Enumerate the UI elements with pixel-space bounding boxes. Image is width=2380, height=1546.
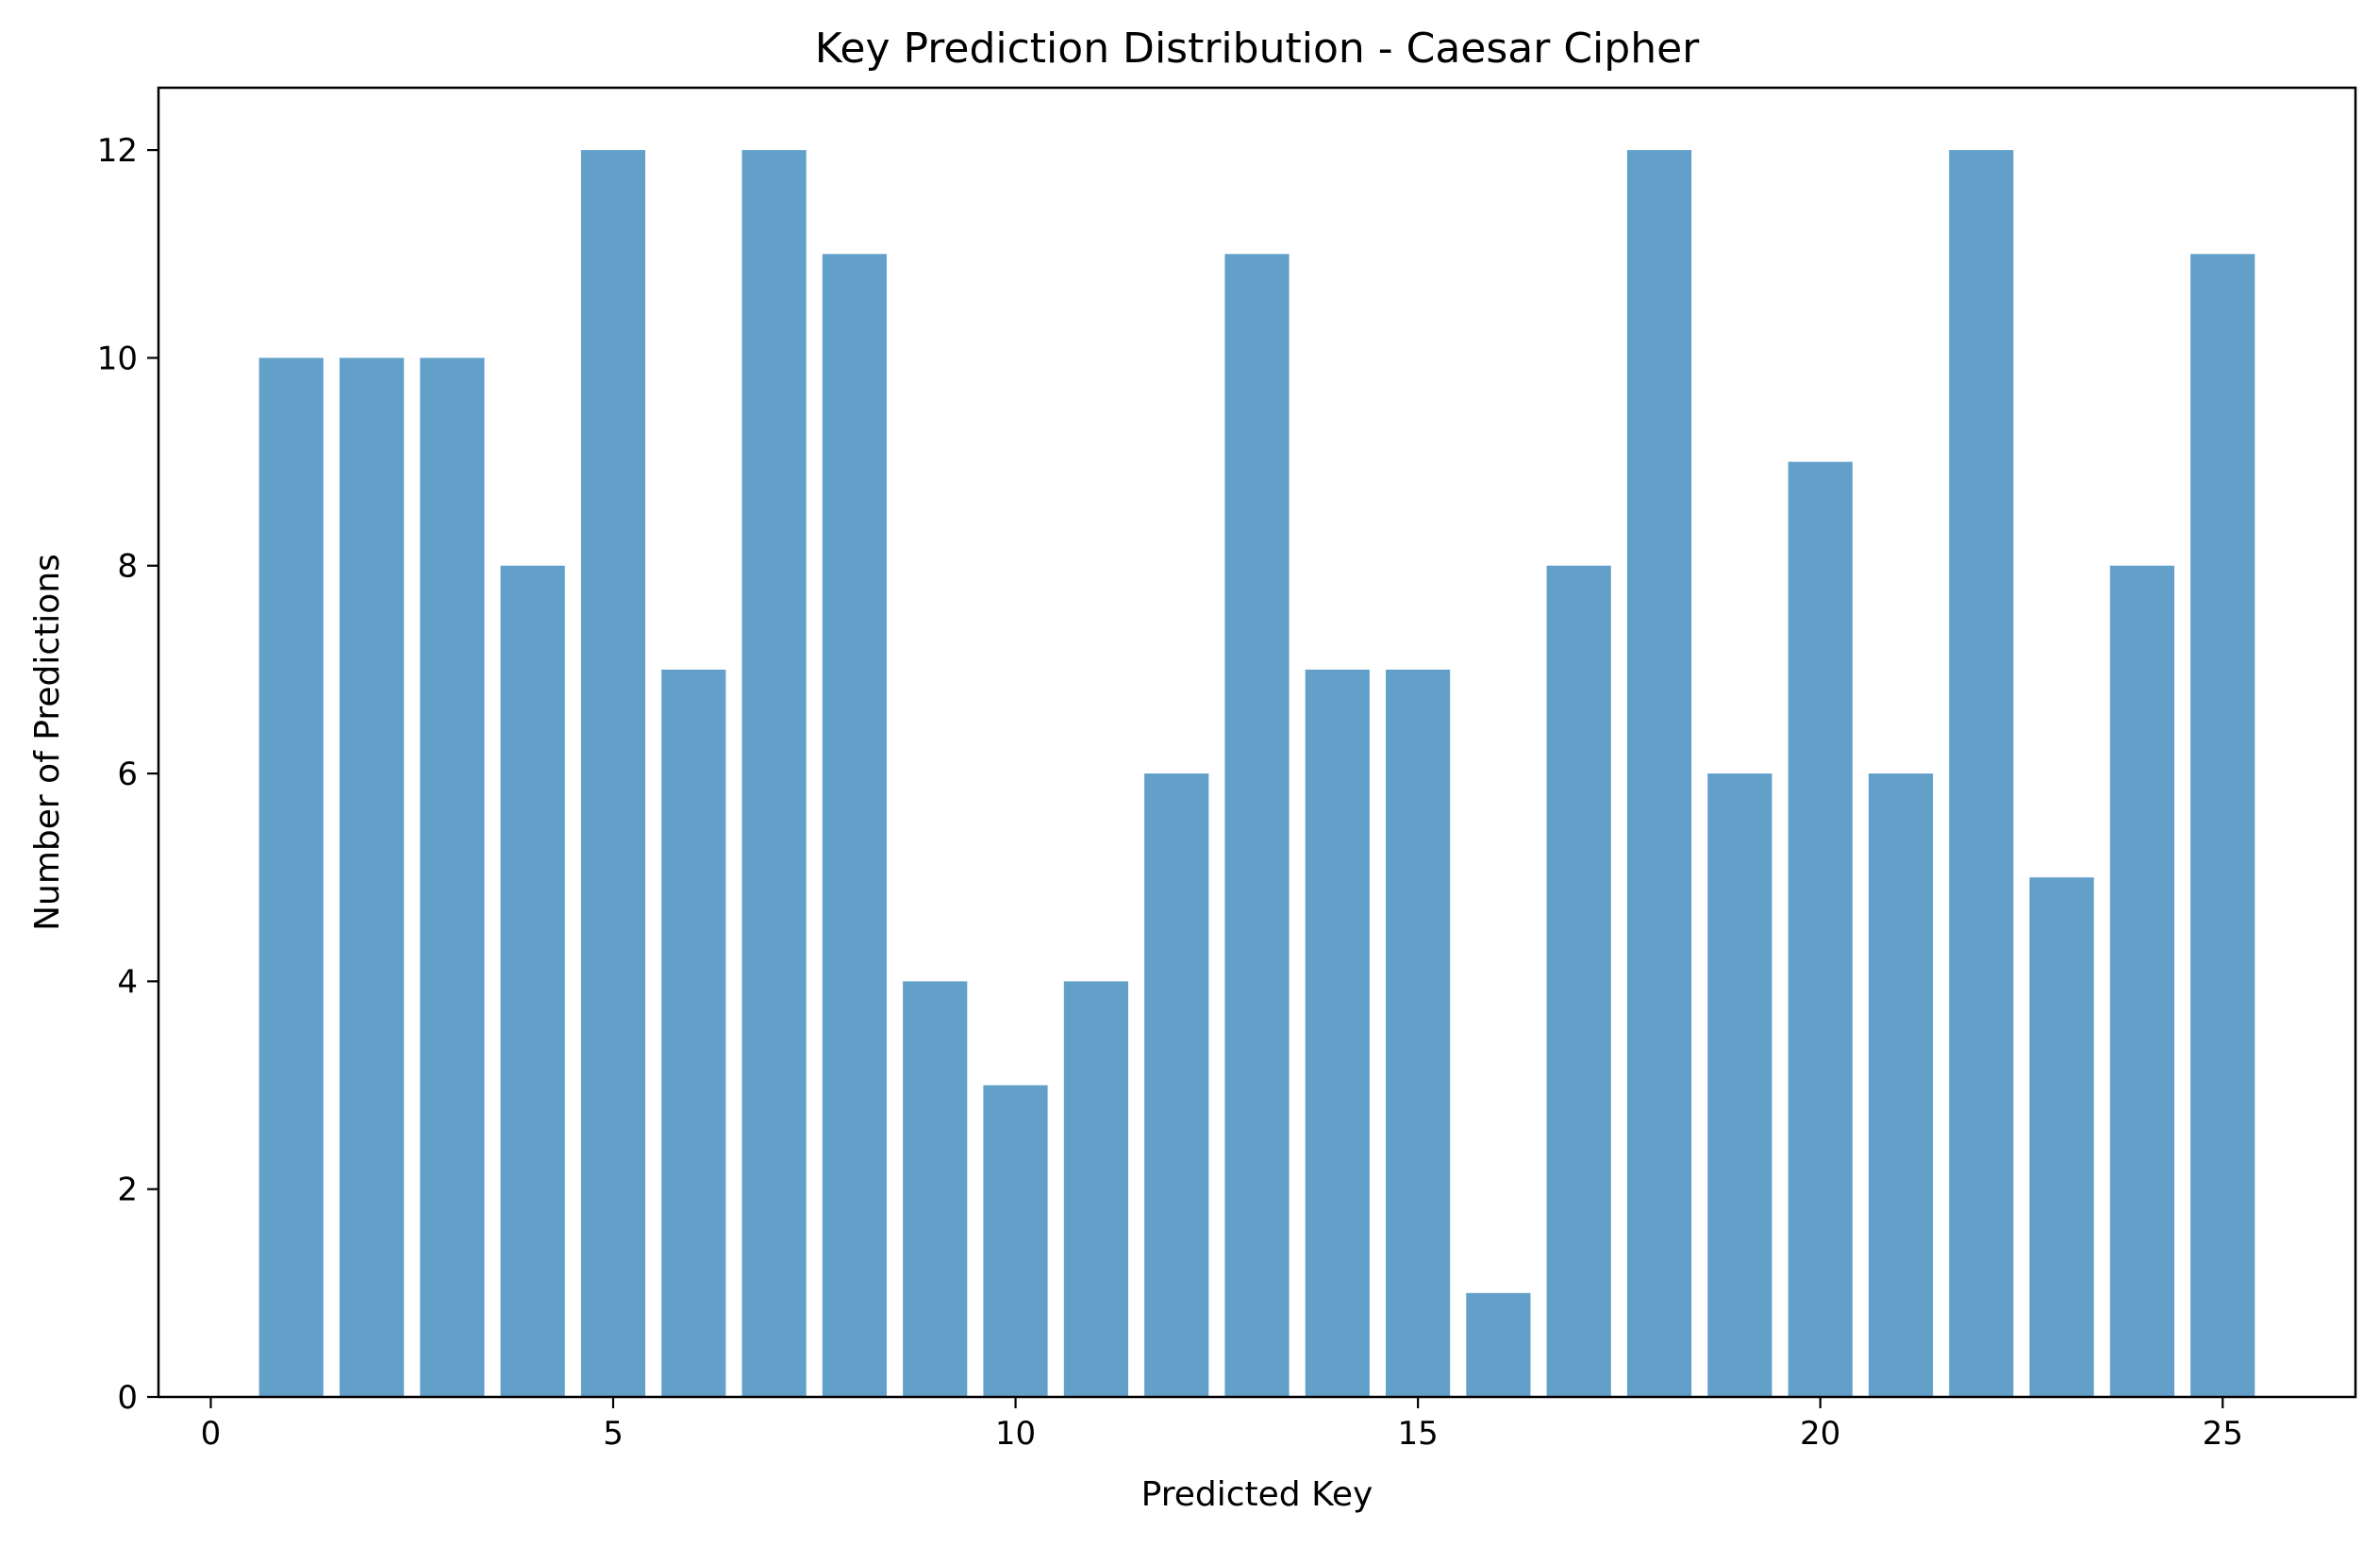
bar-key-1: [258, 357, 324, 1397]
y-tick-label: 6: [117, 756, 138, 793]
bar-key-13: [1224, 254, 1290, 1397]
y-tick-label: 12: [97, 132, 138, 170]
bar-key-10: [983, 1085, 1048, 1397]
y-axis-label: Number of Predictions: [28, 554, 67, 931]
bar-key-3: [420, 357, 485, 1397]
bar-key-21: [1868, 773, 1934, 1397]
bar-key-17: [1546, 565, 1611, 1397]
x-axis-ticks: 0 5 10 15 20 25: [201, 1397, 2243, 1453]
bar-key-23: [2029, 877, 2094, 1397]
bar-key-8: [822, 254, 887, 1397]
bar-key-4: [500, 565, 565, 1397]
y-tick-label: 8: [117, 548, 138, 586]
chart-title: Key Prediction Distribution - Caesar Cip…: [815, 25, 1700, 73]
bar-key-24: [2109, 565, 2174, 1397]
x-tick-label: 5: [603, 1415, 624, 1453]
x-axis-label: Predicted Key: [1141, 1475, 1373, 1514]
bars-group: [258, 150, 2255, 1398]
bar-key-11: [1063, 981, 1128, 1397]
y-tick-label: 0: [117, 1379, 138, 1417]
bar-key-6: [661, 669, 726, 1397]
bar-key-12: [1144, 773, 1209, 1397]
x-tick-label: 0: [201, 1415, 222, 1453]
bar-key-20: [1788, 461, 1853, 1398]
x-tick-label: 15: [1397, 1415, 1438, 1453]
bar-key-19: [1707, 773, 1773, 1397]
bar-key-5: [580, 150, 646, 1398]
bar-key-7: [741, 150, 807, 1398]
bar-key-14: [1305, 669, 1370, 1397]
bar-key-22: [1949, 150, 2014, 1398]
y-tick-label: 4: [117, 963, 138, 1001]
bar-key-9: [903, 981, 968, 1397]
x-tick-label: 10: [995, 1415, 1036, 1453]
bar-key-2: [340, 357, 405, 1397]
plot-frame: [157, 86, 2357, 1399]
bar-key-16: [1466, 1292, 1531, 1397]
bar-key-15: [1386, 669, 1451, 1397]
y-tick-label: 2: [117, 1172, 138, 1209]
y-axis-ticks: 0 2 4 6 8 10 12: [97, 132, 158, 1417]
x-tick-label: 20: [1800, 1415, 1840, 1453]
bar-key-25: [2190, 254, 2255, 1397]
x-tick-label: 25: [2203, 1415, 2243, 1453]
y-tick-label: 10: [97, 340, 138, 377]
bar-key-18: [1626, 150, 1692, 1398]
